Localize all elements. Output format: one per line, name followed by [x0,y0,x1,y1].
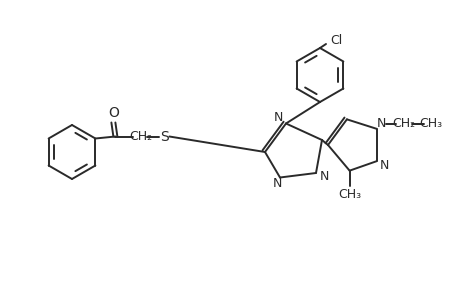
Text: CH₂: CH₂ [391,117,414,130]
Text: O: O [108,106,118,119]
Text: N: N [379,159,388,172]
Text: CH₃: CH₃ [337,188,360,201]
Text: N: N [376,117,386,130]
Text: CH₃: CH₃ [418,117,441,130]
Text: N: N [273,111,282,124]
Text: N: N [272,177,281,190]
Text: S: S [160,130,168,143]
Text: N: N [319,170,328,184]
Text: CH₂: CH₂ [129,130,151,143]
Text: Cl: Cl [329,34,341,46]
